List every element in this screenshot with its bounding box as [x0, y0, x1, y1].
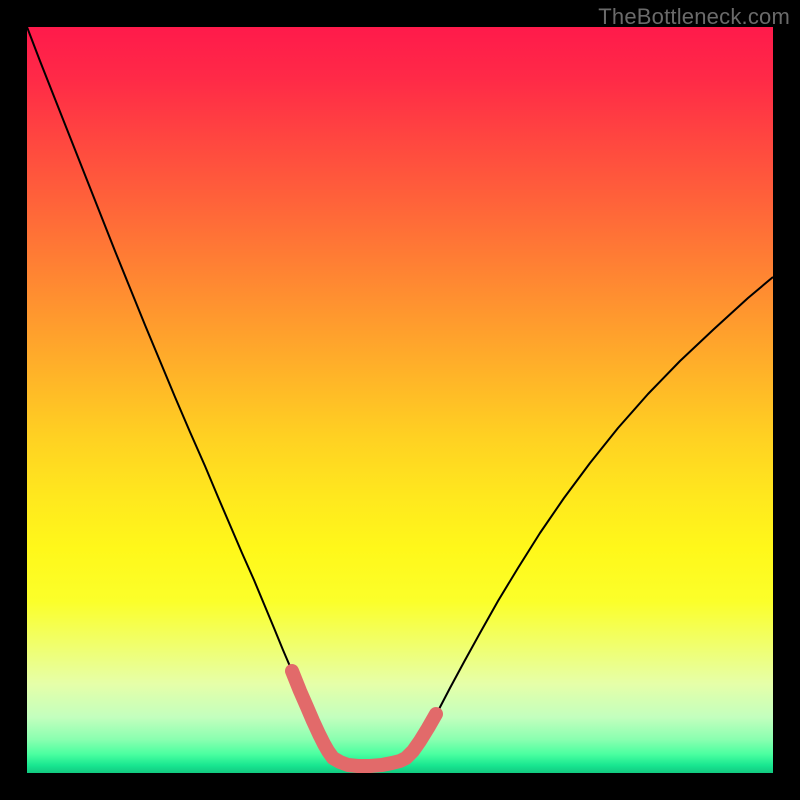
chart-frame: TheBottleneck.com — [0, 0, 800, 800]
watermark-text: TheBottleneck.com — [598, 4, 790, 30]
gradient-plot — [0, 0, 800, 800]
plot-gradient-background — [27, 27, 773, 773]
